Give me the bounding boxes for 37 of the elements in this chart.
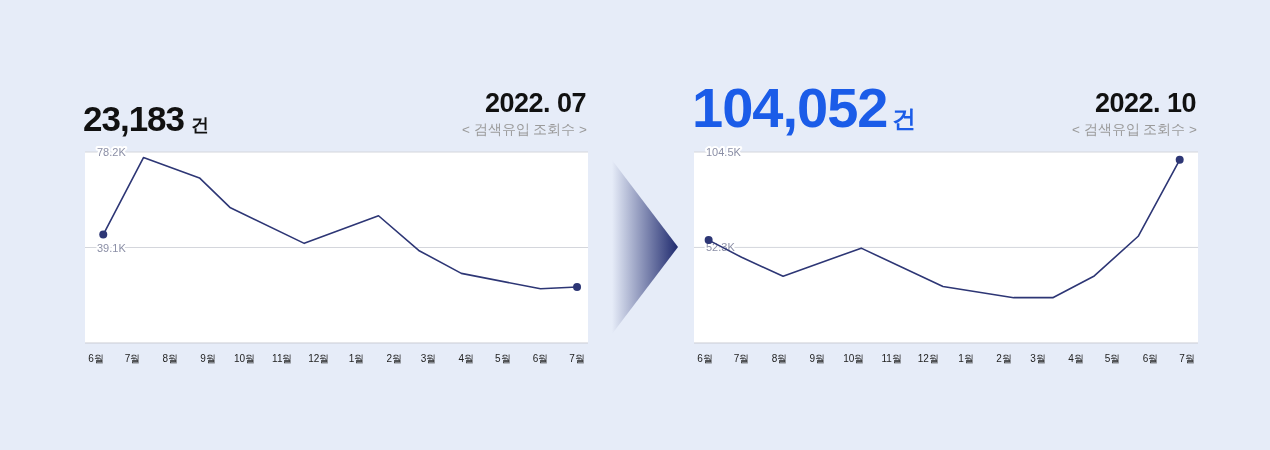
x-tick-label: 12월: [917, 353, 939, 364]
x-tick-label: 2월: [386, 353, 403, 364]
x-tick-label: 7월: [1179, 353, 1195, 364]
x-tick-label: 2월: [996, 353, 1012, 364]
x-tick-label: 9월: [809, 353, 826, 364]
text: < 검색유입 조회수 >: [1071, 122, 1198, 137]
x-tick-label: 6월: [697, 353, 713, 364]
x-tick-label: 3월: [420, 353, 437, 364]
x-tick-label: 12월: [308, 353, 330, 364]
x-tick-label: 1월: [958, 353, 974, 364]
x-tick-label: 11월: [881, 353, 902, 364]
x-tick-label: 3월: [1030, 353, 1046, 364]
x-tick-label: 6월: [88, 353, 104, 364]
x-tick-label: 8월: [162, 353, 179, 364]
y-tick-label: 39.1K: [97, 241, 127, 254]
x-tick-label: 5월: [494, 353, 511, 364]
x-tick-label: 4월: [1068, 353, 1084, 364]
x-tick-label: 10월: [233, 353, 256, 364]
x-tick-label: 5월: [1104, 353, 1121, 364]
x-tick-label: 4월: [458, 353, 474, 364]
x-tick-label: 9월: [200, 353, 216, 364]
text: < 검색유입 조회수 >: [461, 122, 588, 137]
y-tick-label: 78.2K: [97, 146, 127, 158]
chart-title: 23,183 건: [83, 99, 210, 138]
chart-subtitle: 2022. 07: [484, 88, 586, 118]
y-tick-label: 104.5K: [706, 146, 742, 158]
x-tick-label: 6월: [532, 353, 549, 364]
chart-subtitle: 2022. 10: [1094, 88, 1196, 118]
x-tick-label: 8월: [771, 353, 788, 364]
x-tick-label: 10월: [843, 353, 865, 364]
x-tick-label: 6월: [1142, 353, 1159, 364]
x-tick-label: 7월: [733, 353, 750, 364]
x-tick-label: 7월: [124, 353, 141, 364]
chart-title: 104,052건: [692, 76, 917, 139]
x-tick-label: 7월: [569, 353, 585, 364]
x-tick-label: 11월: [272, 353, 293, 364]
x-tick-label: 1월: [348, 353, 365, 364]
